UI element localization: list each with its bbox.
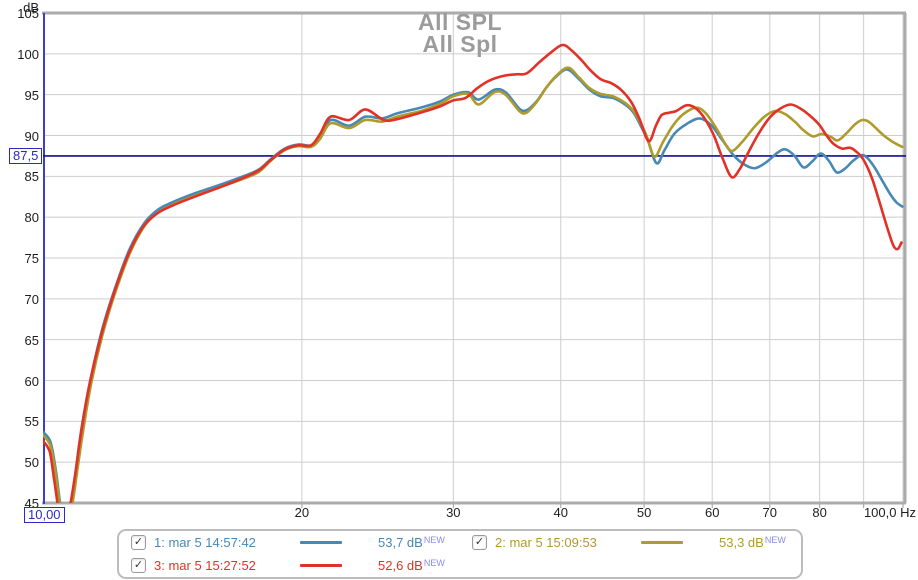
legend-checkbox-1[interactable]: ✓ xyxy=(131,535,146,551)
legend-value-3: 52,6 dBNEW xyxy=(378,557,445,573)
x-tick-label: 80 xyxy=(812,505,827,520)
y-tick-label: 75 xyxy=(24,251,39,266)
x-cursor-readout[interactable]: 10,00 xyxy=(24,507,65,523)
x-tick-label: 20 xyxy=(294,505,310,520)
legend-value-1: 53,7 dBNEW xyxy=(378,535,445,551)
legend: ✓ 1: mar 5 14:57:42 53,7 dBNEW ✓ 2: mar … xyxy=(117,529,803,579)
legend-checkbox-2[interactable]: ✓ xyxy=(472,535,487,551)
x-tick-label: 50 xyxy=(636,505,652,520)
legend-item-1: ✓ 1: mar 5 14:57:42 53,7 dBNEW xyxy=(119,535,460,551)
legend-swatch-1 xyxy=(300,541,342,545)
y-tick-label: 50 xyxy=(24,455,39,471)
check-icon: ✓ xyxy=(474,536,485,549)
y-tick-label: 85 xyxy=(24,169,39,185)
curve-series-3 xyxy=(43,43,903,503)
curve-series-2 xyxy=(43,66,904,503)
x-tick-label: 40 xyxy=(553,505,568,520)
y-tick-label: 95 xyxy=(24,87,39,103)
legend-label-3[interactable]: 3: mar 5 15:27:52 xyxy=(154,557,256,573)
x-tick-label: 70 xyxy=(762,505,778,520)
legend-value-2: 53,3 dBNEW xyxy=(719,535,786,551)
curve-series-1 xyxy=(43,68,904,503)
x-tick-label: 100,0 Hz xyxy=(863,505,916,520)
legend-item-2: ✓ 2: mar 5 15:09:53 53,3 dBNEW xyxy=(460,535,801,551)
check-icon: ✓ xyxy=(133,558,144,571)
new-badge-3: NEW xyxy=(423,557,445,568)
y-tick-label: 65 xyxy=(24,332,39,348)
new-badge-1: NEW xyxy=(423,535,445,546)
legend-label-2[interactable]: 2: mar 5 15:09:53 xyxy=(495,535,597,551)
new-badge-2: NEW xyxy=(764,535,786,546)
legend-row-1: ✓ 1: mar 5 14:57:42 53,7 dBNEW ✓ 2: mar … xyxy=(119,532,801,553)
legend-checkbox-3[interactable]: ✓ xyxy=(131,557,146,573)
legend-swatch-2 xyxy=(641,541,683,545)
legend-row-2: ✓ 3: mar 5 15:27:52 52,6 dBNEW xyxy=(119,555,801,576)
y-cursor-readout[interactable]: 87,5 xyxy=(9,148,43,164)
check-icon: ✓ xyxy=(133,536,144,549)
legend-label-1[interactable]: 1: mar 5 14:57:42 xyxy=(154,535,256,551)
y-tick-label: 55 xyxy=(24,414,39,430)
legend-swatch-3 xyxy=(300,563,342,567)
y-axis-unit-label: dB xyxy=(23,0,39,15)
legend-item-3: ✓ 3: mar 5 15:27:52 52,6 dBNEW xyxy=(119,557,460,573)
y-tick-label: 60 xyxy=(24,373,39,389)
y-tick-label: 70 xyxy=(24,291,39,307)
x-tick-label: 30 xyxy=(446,505,461,520)
y-tick-label: 90 xyxy=(24,128,39,144)
y-tick-label: 100 xyxy=(17,46,39,62)
y-tick-label: 105 xyxy=(17,6,39,21)
y-tick-label: 80 xyxy=(24,210,39,226)
x-tick-label: 60 xyxy=(704,505,720,520)
